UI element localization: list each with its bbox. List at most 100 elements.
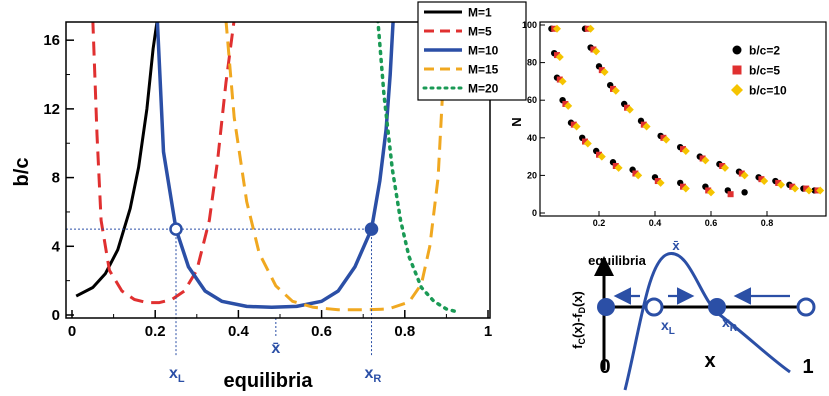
point-bc5 bbox=[554, 52, 560, 59]
panel-b-points bbox=[548, 24, 825, 198]
point-bc10 bbox=[558, 77, 567, 86]
y-tick-label: 4 bbox=[52, 238, 61, 255]
point-bc5 bbox=[624, 104, 630, 111]
x-tick-label: 0.4 bbox=[649, 218, 662, 228]
point-bc10 bbox=[555, 52, 564, 61]
panel-c-y-arrow-icon bbox=[594, 256, 614, 276]
x-tick-label: 0.8 bbox=[761, 218, 774, 228]
point-bc5 bbox=[610, 85, 616, 92]
point-bc5 bbox=[660, 134, 667, 141]
point-bc10 bbox=[614, 163, 623, 172]
point-bc10 bbox=[707, 188, 715, 197]
panel-c-curve bbox=[623, 252, 791, 391]
panel-c-ylabel: fC(x)-fD(x) bbox=[570, 291, 587, 349]
legend-marker bbox=[732, 65, 742, 75]
point-bc10 bbox=[791, 184, 799, 193]
y-tick-label: 0 bbox=[52, 307, 60, 324]
y-tick-label: 80 bbox=[527, 58, 537, 68]
panel-a-ylabel: b/c bbox=[11, 158, 33, 187]
xbar-label: x̄ bbox=[271, 340, 280, 357]
series-line-m5 bbox=[91, 22, 236, 305]
panel-a-ticks: 0 0.2 0.4 0.6 0.8 1 0 4 8 12 16 bbox=[43, 32, 492, 340]
panel-b-frame bbox=[539, 21, 827, 217]
series-line-m10 bbox=[155, 22, 395, 310]
legend-label: M=15 bbox=[468, 63, 499, 77]
point-bc10 bbox=[681, 146, 690, 155]
point-bc10 bbox=[564, 101, 573, 110]
point-bc5 bbox=[582, 138, 588, 145]
y-tick-label: 100 bbox=[522, 20, 537, 30]
series-line-m20 bbox=[376, 22, 461, 315]
point-bc5 bbox=[719, 163, 726, 169]
panel-b: 0.2 0.4 0.6 0.8 0 20 40 60 80 100 equilibria N b/… bbox=[509, 20, 827, 268]
xl-marker bbox=[169, 222, 183, 236]
panel-b-legend: b/c=2 b/c=5 b/c=10 bbox=[731, 44, 787, 98]
xl-label: xL bbox=[169, 365, 185, 385]
x-tick-label: 0 bbox=[68, 323, 76, 340]
x-tick-label: 0.2 bbox=[145, 323, 166, 340]
point-bc5 bbox=[598, 67, 605, 74]
point-bc5 bbox=[570, 121, 577, 128]
series-line-m1 bbox=[75, 22, 159, 298]
legend-label: M=1 bbox=[468, 6, 492, 20]
point-bc10 bbox=[600, 68, 609, 76]
point-bc10 bbox=[553, 24, 561, 33]
point-bc5 bbox=[680, 183, 686, 190]
xr-label: xR bbox=[365, 365, 382, 385]
x-tick-label: 0.6 bbox=[311, 323, 332, 340]
point-bc5 bbox=[775, 179, 782, 186]
point-bc10 bbox=[634, 171, 643, 180]
legend-label: M=10 bbox=[468, 44, 499, 58]
point-bc10 bbox=[597, 152, 606, 161]
series-line-m15 bbox=[224, 22, 446, 312]
legend-label: M=20 bbox=[468, 82, 499, 96]
stable-point-0 bbox=[597, 298, 615, 316]
point-bc10 bbox=[625, 105, 634, 114]
point-bc10 bbox=[592, 47, 601, 56]
panel-b-ticks: 0.2 0.4 0.6 0.8 0 20 40 60 80 100 bbox=[522, 20, 773, 228]
panel-a-legend: M=1 M=5 M=10 M=15 M=20 bbox=[417, 1, 527, 101]
point-bc10 bbox=[662, 135, 671, 144]
panel-a-annotations: xL xR x̄ bbox=[66, 222, 382, 385]
stable-point-xr bbox=[708, 298, 726, 316]
legend-label: b/c=2 bbox=[749, 44, 780, 58]
y-tick-label: 12 bbox=[43, 101, 60, 118]
point-bc5 bbox=[612, 163, 619, 169]
panel-b-ylabel: N bbox=[509, 117, 524, 126]
point-bc10 bbox=[740, 171, 749, 180]
point-bc10 bbox=[805, 186, 813, 195]
panel-b-xlabel: equilibria bbox=[588, 253, 647, 268]
point-bc5 bbox=[705, 187, 712, 194]
point-bc5 bbox=[803, 185, 810, 192]
unstable-point-xl bbox=[644, 297, 664, 317]
panel-c-xl-label: xL bbox=[661, 317, 675, 337]
point-bc5 bbox=[654, 178, 661, 185]
panel-a-xlabel: equilibria bbox=[224, 370, 314, 392]
legend-marker bbox=[731, 84, 743, 96]
y-tick-label: 40 bbox=[527, 133, 537, 143]
panel-c: x̄ xL xR 0 1 x fC(x)-fD(x) bbox=[570, 238, 816, 391]
legend-label: b/c=10 bbox=[749, 84, 787, 98]
point-bc10 bbox=[760, 177, 769, 186]
legend-label: b/c=5 bbox=[749, 64, 780, 78]
y-tick-label: 8 bbox=[52, 170, 60, 187]
point-bc5 bbox=[758, 176, 765, 183]
panel-c-origin-label: 0 bbox=[599, 356, 610, 378]
point-bc5 bbox=[738, 170, 745, 177]
x-tick-label: 0.8 bbox=[394, 323, 415, 340]
point-bc5 bbox=[640, 121, 647, 128]
x-tick-label: 0.2 bbox=[593, 218, 606, 228]
x-tick-label: 1 bbox=[484, 323, 492, 340]
point-bc5 bbox=[596, 151, 602, 158]
point-bc10 bbox=[572, 122, 581, 131]
point-bc5 bbox=[562, 100, 569, 107]
panel-c-xlabel: x bbox=[704, 350, 715, 372]
y-tick-label: 60 bbox=[527, 95, 537, 105]
legend-label: M=5 bbox=[468, 25, 492, 39]
panel-c-peak-label: x̄ bbox=[672, 238, 680, 253]
point-bc10 bbox=[777, 180, 785, 189]
panel-a-series bbox=[75, 22, 461, 315]
x-tick-label: 0.4 bbox=[228, 323, 250, 340]
